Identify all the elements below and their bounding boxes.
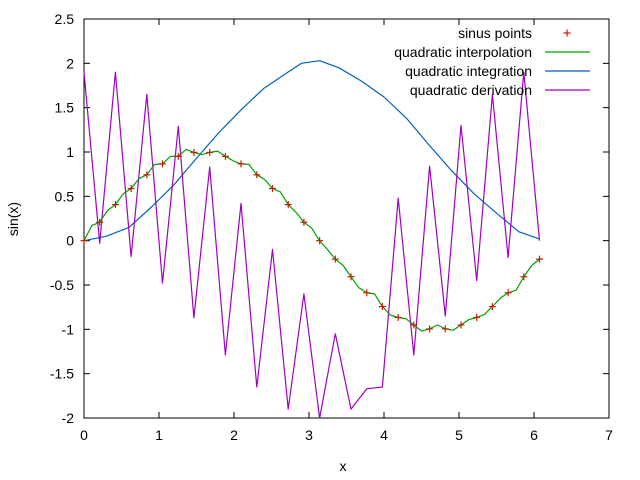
data-point <box>316 237 324 245</box>
x-tick-label: 4 <box>380 427 388 443</box>
y-tick: -2 <box>62 410 609 426</box>
y-tick: 2.5 <box>55 11 609 27</box>
data-point <box>127 185 135 193</box>
legend-label: quadratic derivation <box>410 82 532 98</box>
x-tick-label: 2 <box>230 427 238 443</box>
y-tick-label: 1 <box>66 144 74 160</box>
x-tick: 1 <box>155 19 163 443</box>
data-point <box>237 160 245 168</box>
y-tick: 1.5 <box>55 100 609 116</box>
x-axis-ticks: 0 1 2 3 4 5 6 7 <box>80 19 613 443</box>
y-tick: 0.5 <box>55 188 609 204</box>
data-point <box>111 201 119 209</box>
data-point <box>457 321 465 329</box>
x-tick-label: 0 <box>80 427 88 443</box>
y-tick-label: -0.5 <box>50 277 74 293</box>
legend-item: quadratic derivation <box>410 82 590 98</box>
y-tick: -1 <box>62 321 609 337</box>
series-line-quadratic-integration <box>83 60 540 242</box>
y-tick-label: 0.5 <box>55 188 75 204</box>
x-tick-label: 3 <box>305 427 313 443</box>
y-tick-label: -2 <box>62 410 75 426</box>
y-tick: 1 <box>66 144 609 160</box>
data-point <box>221 152 229 160</box>
y-axis-label: sin(x) <box>5 202 21 236</box>
legend-label: quadratic integration <box>405 63 532 79</box>
data-point <box>96 218 104 226</box>
legend-label: sinus points <box>458 25 532 41</box>
data-point <box>159 160 167 168</box>
data-point <box>284 201 292 209</box>
x-tick-label: 1 <box>155 427 163 443</box>
x-tick: 0 <box>80 19 88 443</box>
data-point <box>206 148 214 156</box>
y-tick-label: -1 <box>62 321 75 337</box>
data-point <box>536 255 544 263</box>
y-tick-label: 1.5 <box>55 100 75 116</box>
y-tick-label: 0 <box>66 233 74 249</box>
legend-item: sinus points <box>458 25 571 41</box>
y-tick-label: -1.5 <box>50 366 74 382</box>
series-line-quadratic-interpolation <box>83 148 540 332</box>
data-point <box>80 237 88 245</box>
data-point <box>190 148 198 156</box>
x-tick-label: 7 <box>605 427 613 443</box>
data-point <box>331 255 339 263</box>
y-tick-label: 2.5 <box>55 11 75 27</box>
series-sinus-points <box>80 148 544 333</box>
series-line-quadratic-derivation <box>83 71 541 419</box>
data-point <box>363 289 371 297</box>
y-axis-ticks: -2 -1.5 -1 -0.5 0 0.5 1 1.5 2 2.5 <box>50 11 609 426</box>
y-tick: -1.5 <box>50 366 609 382</box>
data-point <box>473 313 481 321</box>
legend-item: quadratic interpolation <box>394 44 590 60</box>
data-point <box>504 289 512 297</box>
data-point <box>441 325 449 333</box>
data-point <box>410 321 418 329</box>
x-tick: 6 <box>530 19 538 443</box>
x-tick: 3 <box>305 19 313 443</box>
legend-label: quadratic interpolation <box>394 44 532 60</box>
x-tick-label: 5 <box>455 427 463 443</box>
data-point <box>488 303 496 311</box>
legend-item: quadratic integration <box>405 63 590 79</box>
data-point <box>426 325 434 333</box>
data-point <box>253 171 261 179</box>
x-tick-label: 6 <box>530 427 538 443</box>
data-point <box>520 273 528 281</box>
x-axis-label: x <box>340 458 347 474</box>
data-point <box>394 313 402 321</box>
data-point <box>174 152 182 160</box>
series-layer <box>80 60 544 419</box>
data-point <box>300 218 308 226</box>
data-point <box>378 303 386 311</box>
data-point <box>268 185 276 193</box>
y-tick-label: 2 <box>66 55 74 71</box>
y-tick: -0.5 <box>50 277 609 293</box>
x-tick: 7 <box>605 19 613 443</box>
x-tick: 2 <box>230 19 238 443</box>
x-tick: 5 <box>455 19 463 443</box>
data-point <box>347 273 355 281</box>
legend: sinus points quadratic interpolation quadr… <box>394 25 590 98</box>
plot-frame <box>83 18 610 419</box>
data-point <box>143 171 151 179</box>
y-tick: 2 <box>66 55 609 71</box>
x-tick: 4 <box>380 19 388 443</box>
